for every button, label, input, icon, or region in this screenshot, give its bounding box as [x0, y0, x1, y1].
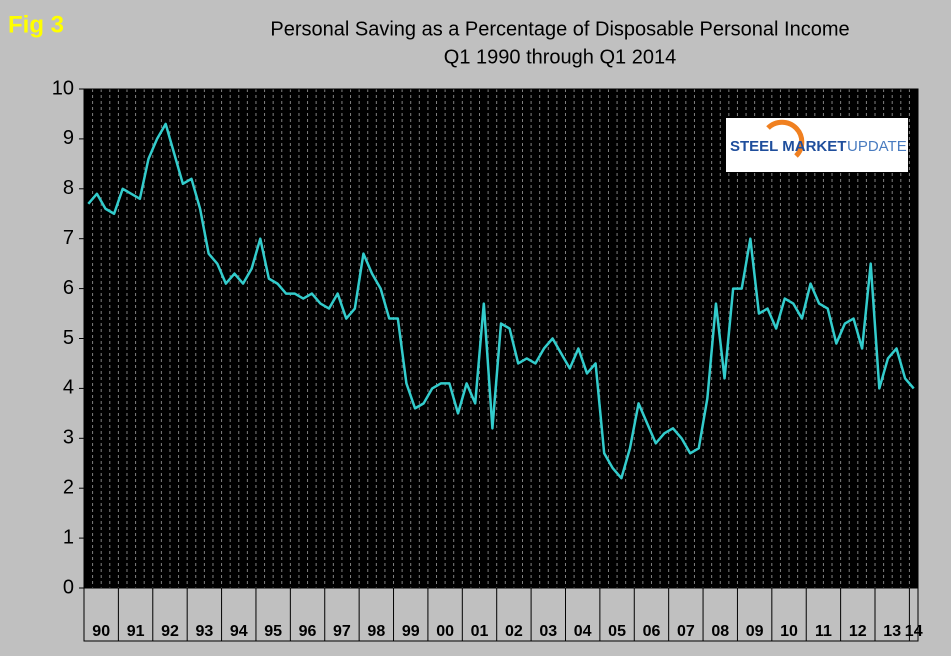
logo-box — [726, 118, 908, 172]
y-tick-label: 0 — [63, 576, 74, 598]
x-tick-label: 96 — [299, 623, 317, 640]
x-tick-label: 08 — [711, 623, 729, 640]
x-tick-label: 92 — [161, 623, 179, 640]
data-line — [87, 122, 915, 480]
chart-title: Personal Saving as a Percentage of Dispo… — [270, 18, 849, 40]
x-tick-label: 99 — [402, 623, 420, 640]
logo-text: STEEL MARKET — [730, 138, 846, 155]
x-tick-label: 98 — [367, 623, 385, 640]
y-tick-label: 1 — [63, 526, 74, 548]
figure-label: Fig 3 — [8, 11, 64, 38]
logo-text: UPDATE — [847, 138, 907, 155]
plot-border — [83, 88, 919, 589]
logo-arc — [766, 119, 805, 158]
x-tick-label: 14 — [905, 623, 923, 640]
x-tick-label: 11 — [815, 623, 832, 640]
x-tick-label: 97 — [333, 623, 351, 640]
x-axis-band — [83, 587, 919, 642]
x-tick-label: 05 — [608, 623, 626, 640]
x-tick-label: 91 — [127, 623, 145, 640]
x-tick-label: 01 — [471, 623, 489, 640]
x-tick-label: 90 — [92, 623, 110, 640]
y-tick-label: 9 — [63, 127, 74, 149]
x-tick-label: 00 — [436, 623, 454, 640]
y-tick-label: 3 — [63, 427, 74, 449]
x-tick-label: 12 — [849, 623, 867, 640]
x-tick-label: 07 — [677, 623, 695, 640]
y-tick-label: 8 — [63, 177, 74, 199]
chart-subtitle: Q1 1990 through Q1 2014 — [444, 46, 676, 68]
y-tick-label: 2 — [63, 476, 74, 498]
y-tick-label: 5 — [63, 327, 74, 349]
y-tick-label: 4 — [63, 377, 74, 399]
x-tick-label: 02 — [505, 623, 523, 640]
x-tick-label: 10 — [780, 623, 798, 640]
y-tick-label: 6 — [63, 277, 74, 299]
y-tick-label: 10 — [52, 77, 74, 99]
x-tick-label: 93 — [195, 623, 213, 640]
x-tick-label: 03 — [539, 623, 557, 640]
x-tick-label: 94 — [230, 623, 248, 640]
x-tick-label: 04 — [574, 623, 592, 640]
x-tick-label: 95 — [264, 623, 282, 640]
y-tick-label: 7 — [63, 227, 74, 249]
logo: STEEL MARKET UPDATE — [726, 118, 908, 172]
x-tick-label: 06 — [643, 623, 661, 640]
x-tick-label: 13 — [883, 623, 901, 640]
x-tick-label: 09 — [746, 623, 764, 640]
